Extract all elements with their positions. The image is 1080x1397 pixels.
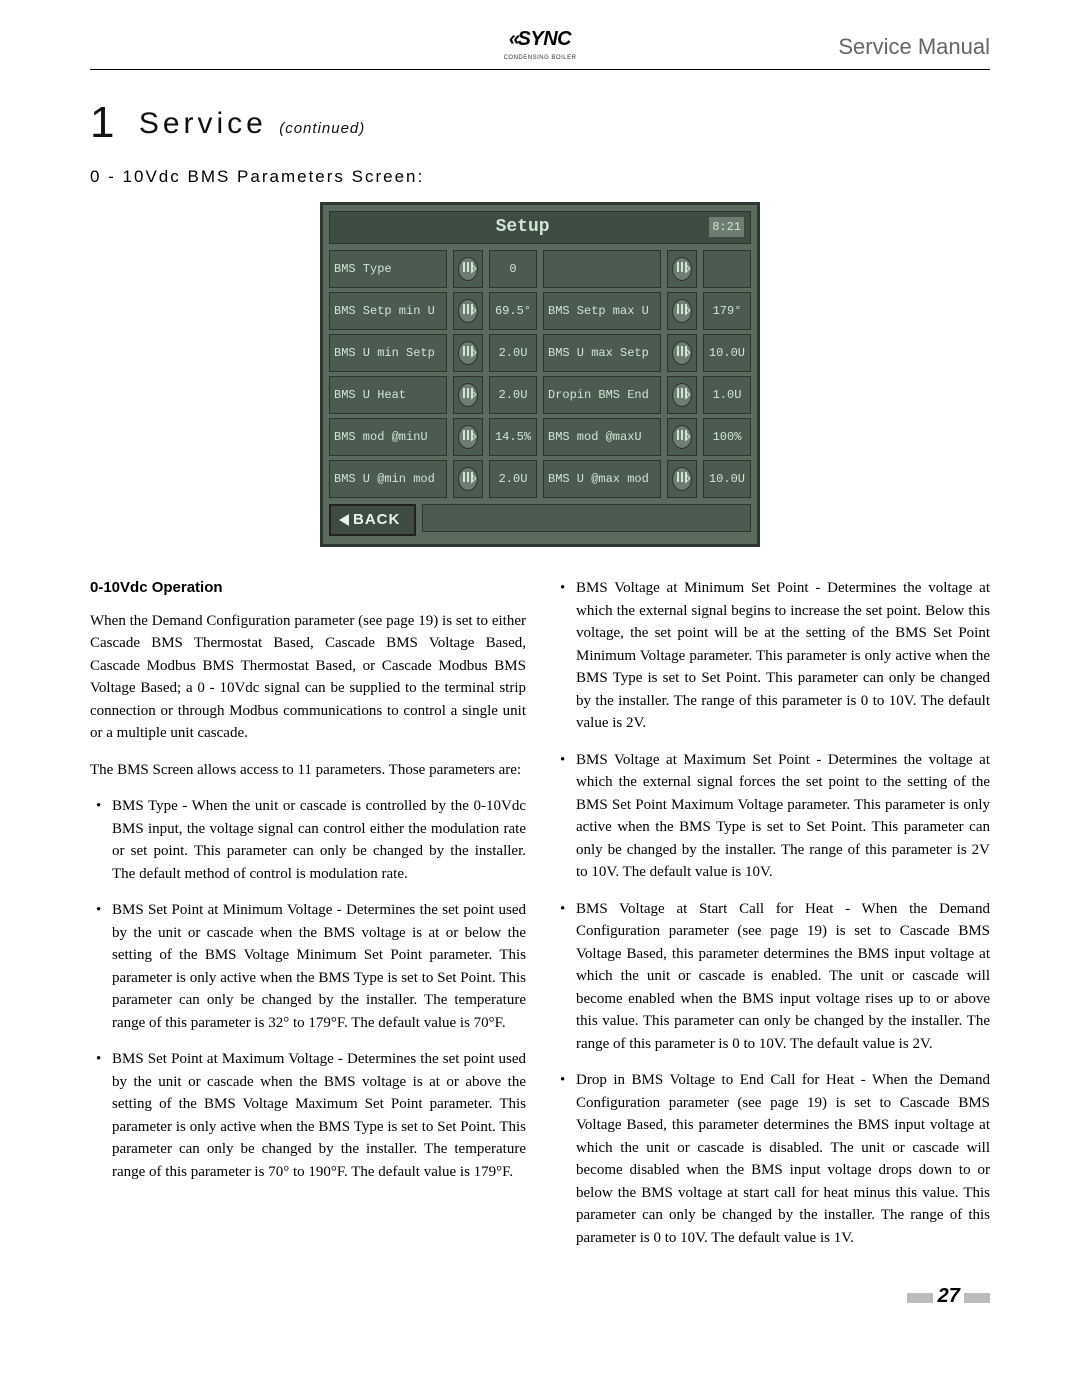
param-description: BMS Set Point at Minimum Voltage - Deter… xyxy=(112,899,526,1034)
screen-title: Setup xyxy=(336,214,709,241)
dial-icon[interactable] xyxy=(672,425,692,449)
logo-text: SYNC xyxy=(504,24,577,54)
intro-para-1: When the Demand Configuration parameter … xyxy=(90,610,526,745)
left-param-list: BMS Type - When the unit or cascade is c… xyxy=(90,795,526,1183)
param-dial[interactable] xyxy=(667,460,697,498)
screen-row: BMS U @min mod 2.0UBMS U @max mod 10.0U xyxy=(329,460,751,498)
param-value: 2.0U xyxy=(489,376,537,414)
section-number: 1 xyxy=(90,98,114,147)
dial-icon[interactable] xyxy=(672,299,692,323)
param-value: 2.0U xyxy=(489,460,537,498)
left-column: 0-10Vdc Operation When the Demand Config… xyxy=(90,577,526,1263)
param-value: 0 xyxy=(489,250,537,288)
param-description: BMS Voltage at Maximum Set Point - Deter… xyxy=(576,749,990,884)
param-label-empty xyxy=(543,250,661,288)
param-dial[interactable] xyxy=(667,418,697,456)
param-description: BMS Set Point at Maximum Voltage - Deter… xyxy=(112,1048,526,1183)
dial-icon[interactable] xyxy=(672,257,692,281)
brand-logo: SYNC CONDENSING BOILER xyxy=(504,24,577,63)
param-label: Dropin BMS End xyxy=(543,376,661,414)
dial-icon[interactable] xyxy=(458,425,478,449)
param-label: BMS mod @maxU xyxy=(543,418,661,456)
screen-row: BMS U min Setp 2.0UBMS U max Setp 10.0U xyxy=(329,334,751,372)
param-description: BMS Type - When the unit or cascade is c… xyxy=(112,795,526,885)
param-value: 1.0U xyxy=(703,376,751,414)
param-label: BMS U Heat xyxy=(329,376,447,414)
dial-icon[interactable] xyxy=(458,467,478,491)
screen-clock: 8:21 xyxy=(709,217,744,237)
dial-icon[interactable] xyxy=(458,341,478,365)
page-number-bar-left xyxy=(907,1293,933,1303)
bms-setup-screen: Setup 8:21 BMS Type0BMS Setp min U69.5°B… xyxy=(320,202,760,548)
screen-titlebar: Setup 8:21 xyxy=(329,211,751,244)
logo-subtext: CONDENSING BOILER xyxy=(504,54,577,63)
screen-row: BMS mod @minU 14.5%BMS mod @maxU 100% xyxy=(329,418,751,456)
param-dial[interactable] xyxy=(453,460,483,498)
param-label: BMS U @max mod xyxy=(543,460,661,498)
screen-rows: BMS Type 0 BMS Setp min U 69.5°BMS Setp max… xyxy=(329,250,751,498)
page-footer: 27 xyxy=(90,1281,990,1311)
back-button[interactable]: BACK xyxy=(329,504,416,537)
param-value: 69.5° xyxy=(489,292,537,330)
intro-para-2: The BMS Screen allows access to 11 param… xyxy=(90,759,526,782)
param-value: 10.0U xyxy=(703,460,751,498)
param-dial[interactable] xyxy=(453,334,483,372)
manual-title: Service Manual xyxy=(838,30,990,63)
param-description: BMS Voltage at Start Call for Heat - Whe… xyxy=(576,898,990,1056)
section-continued: (continued) xyxy=(279,120,365,137)
param-value: 14.5% xyxy=(489,418,537,456)
param-value: 2.0U xyxy=(489,334,537,372)
param-label: BMS U @min mod xyxy=(329,460,447,498)
screen-spacer xyxy=(422,504,751,532)
dial-icon[interactable] xyxy=(458,383,478,407)
section-heading: 1 Service (continued) xyxy=(90,90,990,156)
param-label: BMS Setp min U xyxy=(329,292,447,330)
body-columns: 0-10Vdc Operation When the Demand Config… xyxy=(90,577,990,1263)
param-dial[interactable] xyxy=(667,292,697,330)
right-column: BMS Voltage at Minimum Set Point - Deter… xyxy=(554,577,990,1263)
page-number: 27 xyxy=(938,1285,960,1307)
param-description: Drop in BMS Voltage to End Call for Heat… xyxy=(576,1069,990,1249)
param-label: BMS Type xyxy=(329,250,447,288)
section-title: Service xyxy=(139,107,267,140)
dial-icon[interactable] xyxy=(672,467,692,491)
dial-icon[interactable] xyxy=(672,383,692,407)
param-label: BMS U max Setp xyxy=(543,334,661,372)
screen-row: BMS U Heat 2.0UDropin BMS End 1.0U xyxy=(329,376,751,414)
param-dial[interactable] xyxy=(667,376,697,414)
screen-row: BMS Type 0 xyxy=(329,250,751,288)
param-value-empty xyxy=(703,250,751,288)
param-label: BMS Setp max U xyxy=(543,292,661,330)
param-description: BMS Voltage at Minimum Set Point - Deter… xyxy=(576,577,990,735)
page-header: SYNC CONDENSING BOILER Service Manual xyxy=(90,30,990,70)
page-number-bar-right xyxy=(964,1293,990,1303)
dial-icon[interactable] xyxy=(672,341,692,365)
param-dial[interactable] xyxy=(453,376,483,414)
param-dial[interactable] xyxy=(453,292,483,330)
operation-title: 0-10Vdc Operation xyxy=(90,577,526,600)
dial-icon[interactable] xyxy=(458,257,478,281)
param-label: BMS U min Setp xyxy=(329,334,447,372)
param-dial[interactable] xyxy=(667,250,697,288)
param-value: 100% xyxy=(703,418,751,456)
dial-icon[interactable] xyxy=(458,299,478,323)
param-value: 179° xyxy=(703,292,751,330)
param-dial[interactable] xyxy=(453,418,483,456)
param-dial[interactable] xyxy=(453,250,483,288)
param-value: 10.0U xyxy=(703,334,751,372)
param-label: BMS mod @minU xyxy=(329,418,447,456)
screen-row: BMS Setp min U 69.5°BMS Setp max U 179° xyxy=(329,292,751,330)
section-subhead: 0 - 10Vdc BMS Parameters Screen: xyxy=(90,164,990,190)
right-param-list: BMS Voltage at Minimum Set Point - Deter… xyxy=(554,577,990,1249)
param-dial[interactable] xyxy=(667,334,697,372)
